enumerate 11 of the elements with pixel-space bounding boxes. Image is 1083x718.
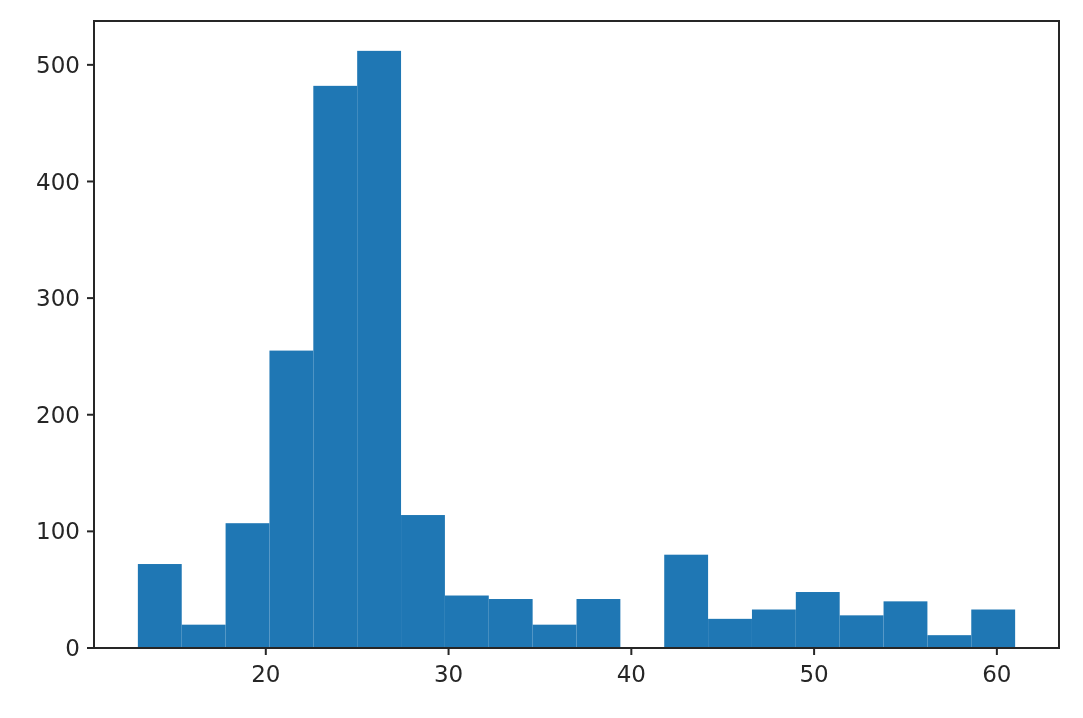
y-tick-label: 200 [36,401,80,428]
x-tick-label: 20 [251,661,281,687]
y-tick-label: 500 [36,51,80,78]
x-tick-label: 60 [982,661,1012,687]
y-tick-label: 100 [36,518,80,545]
x-tick-label: 30 [433,661,464,687]
x-tick-label: 40 [616,661,646,687]
y-tick-label: 300 [36,285,80,312]
y-tick-label: 0 [65,635,80,662]
y-tick-label: 400 [36,168,80,195]
x-tick-label: 50 [799,661,829,687]
